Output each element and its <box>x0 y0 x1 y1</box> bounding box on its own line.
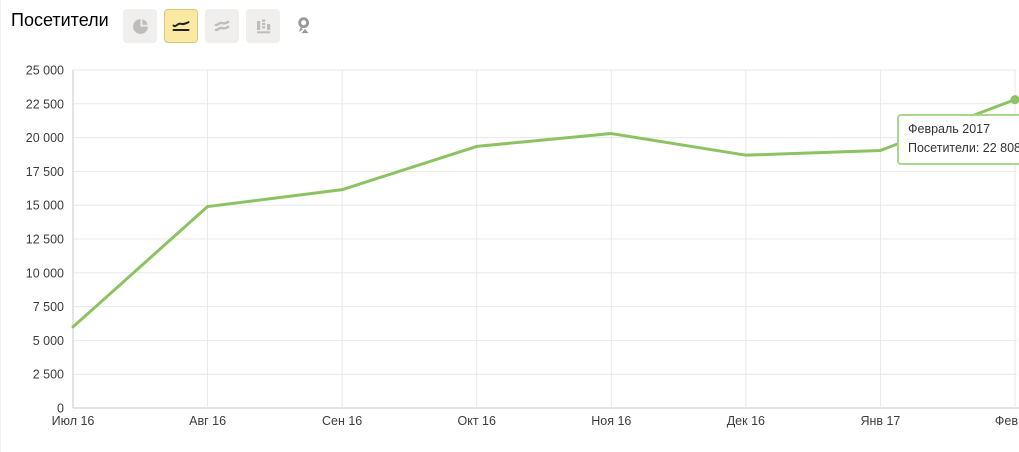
x-tick-label: Янв 17 <box>860 414 900 428</box>
x-tick-label: Дек 16 <box>727 414 765 428</box>
stacked-area-icon <box>214 20 230 32</box>
stacked-area-view-button[interactable] <box>205 9 239 43</box>
pie-chart-icon <box>132 18 148 34</box>
x-tick-label: Фев <box>995 414 1018 428</box>
map-view-button[interactable] <box>287 9 317 43</box>
tooltip-period: Февраль 2017 <box>908 122 991 136</box>
chart-type-toolbar <box>123 9 317 43</box>
y-tick-label: 25 000 <box>26 64 64 78</box>
column-chart-view-button[interactable] <box>246 9 280 43</box>
y-tick-label: 5 000 <box>33 334 64 348</box>
line-chart-view-button[interactable] <box>164 9 198 43</box>
y-tick-label: 0 <box>57 402 64 416</box>
x-tick-label: Окт 16 <box>457 414 495 428</box>
y-tick-label: 2 500 <box>33 368 64 382</box>
x-tick-label: Ноя 16 <box>591 414 631 428</box>
y-tick-label: 15 000 <box>26 199 64 213</box>
y-tick-label: 17 500 <box>26 165 64 179</box>
map-pin-icon <box>298 17 310 34</box>
highlighted-point <box>1010 95 1019 105</box>
column-chart-icon <box>257 19 271 34</box>
y-tick-label: 12 500 <box>26 233 64 247</box>
x-tick-label: Авг 16 <box>189 414 226 428</box>
y-tick-label: 10 000 <box>26 266 64 280</box>
x-tick-label: Июл 16 <box>52 414 95 428</box>
chart-tooltip: Февраль 2017 Посетители: 22 808 <box>897 114 1019 165</box>
page-title: Посетители <box>11 10 109 30</box>
y-tick-label: 22 500 <box>26 97 64 111</box>
line-chart-icon <box>172 21 190 31</box>
y-tick-label: 7 500 <box>33 300 64 314</box>
visitors-trend-line <box>71 98 1017 329</box>
tooltip-value: Посетители: 22 808 <box>908 141 1019 155</box>
pie-chart-view-button[interactable] <box>123 9 157 43</box>
y-tick-label: 20 000 <box>26 131 64 145</box>
x-tick-label: Сен 16 <box>322 414 362 428</box>
